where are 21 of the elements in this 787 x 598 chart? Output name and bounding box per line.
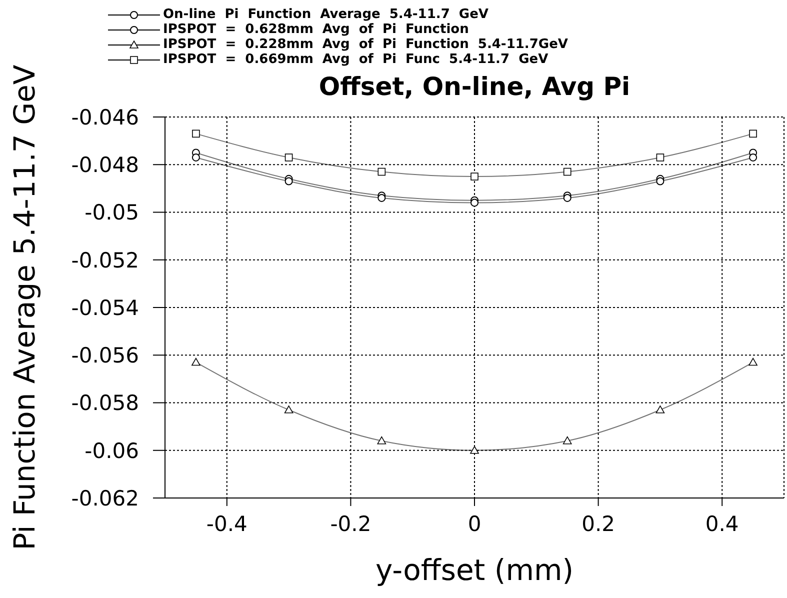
legend-label: IPSPOT = 0.628mm Avg of Pi Function [163, 22, 469, 37]
y-tick-label: -0.056 [71, 344, 139, 368]
legend-label: IPSPOT = 0.669mm Avg of Pi Func 5.4-11.7 GeV [163, 52, 548, 67]
chart-title: Offset, On-line, Avg Pi [318, 72, 632, 101]
x-tick-label: -0.2 [330, 512, 372, 536]
x-axis-title: y-offset (mm) [375, 553, 574, 587]
y-tick-label: -0.06 [84, 438, 139, 463]
y-tick-label: -0.05 [84, 200, 139, 225]
x-tick-label: 0.4 [705, 512, 739, 536]
x-tick-label: 0.2 [582, 512, 616, 536]
x-tick-label: -0.4 [206, 512, 248, 536]
y-tick-label: -0.054 [71, 296, 139, 320]
x-tick-label: 0 [468, 512, 482, 536]
y-tick-label: -0.062 [71, 486, 139, 510]
y-tick-label: -0.058 [71, 391, 139, 416]
y-tick-label: -0.046 [71, 105, 139, 130]
legend-label: IPSPOT = 0.228mm Avg of Pi Function 5.4-11.7GeV [163, 37, 568, 52]
y-axis-title: Pi Function Average 5.4-11.7 GeV [7, 64, 42, 550]
legend-label: On-line Pi Function Average 5.4-11.7 GeV [163, 7, 488, 22]
y-tick-label: -0.052 [71, 248, 139, 272]
y-tick-label: -0.048 [71, 153, 139, 178]
